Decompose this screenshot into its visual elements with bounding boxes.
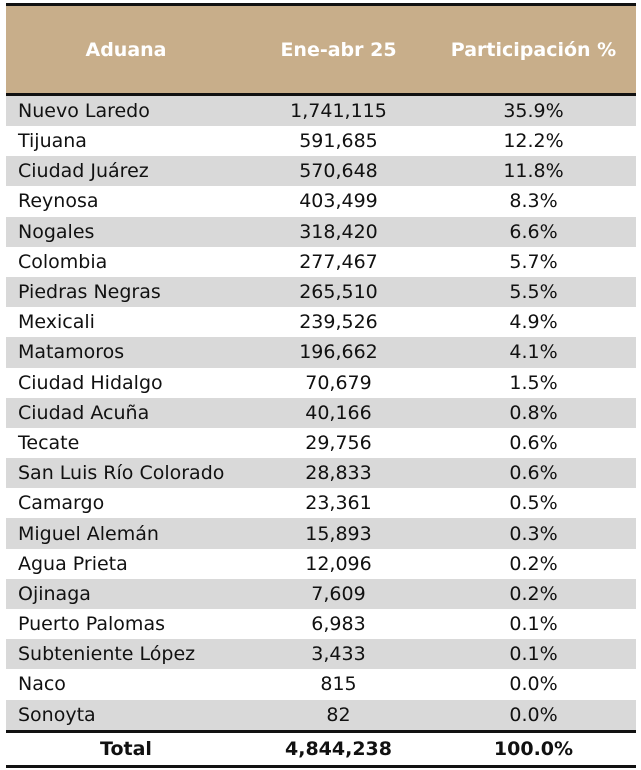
cell-value: 7,609 xyxy=(246,578,431,609)
cell-aduana: Reynosa xyxy=(6,186,246,217)
cell-value: 196,662 xyxy=(246,337,431,368)
cell-value: 15,893 xyxy=(246,518,431,549)
cell-share: 5.7% xyxy=(431,246,636,277)
header-ene-abr-25: Ene-abr 25 xyxy=(246,3,431,96)
table-row: Ciudad Juárez 570,648 11.8% xyxy=(6,156,636,187)
cell-share: 6.6% xyxy=(431,216,636,247)
total-label: Total xyxy=(6,729,246,768)
table-row: Piedras Negras 265,510 5.5% xyxy=(6,276,636,308)
cell-share: 4.1% xyxy=(431,337,636,368)
cell-value: 3,433 xyxy=(246,639,431,670)
cell-aduana: Colombia xyxy=(6,246,246,277)
table-row: Colombia 277,467 5.7% xyxy=(6,246,636,277)
cell-share: 12.2% xyxy=(431,126,636,157)
cell-aduana: Naco xyxy=(6,669,246,700)
cell-value: 28,833 xyxy=(246,458,431,489)
cell-aduana: Tijuana xyxy=(6,126,246,157)
cell-share: 0.0% xyxy=(431,699,636,732)
header-participacion: Participación % xyxy=(431,3,636,96)
table-row: Nogales 318,420 6.6% xyxy=(6,216,636,247)
total-value: 4,844,238 xyxy=(246,729,431,768)
cell-share: 0.5% xyxy=(431,488,636,519)
table-row: Tijuana 591,685 12.2% xyxy=(6,126,636,157)
cell-value: 6,983 xyxy=(246,609,431,640)
table-row: Matamoros 196,662 4.1% xyxy=(6,337,636,368)
cell-aduana: Miguel Alemán xyxy=(6,518,246,549)
cell-share: 0.6% xyxy=(431,427,636,459)
cell-share: 5.5% xyxy=(431,276,636,308)
cell-aduana: Ciudad Hidalgo xyxy=(6,367,246,398)
table-row: Subteniente López 3,433 0.1% xyxy=(6,639,636,670)
cell-share: 0.0% xyxy=(431,669,636,700)
cell-value: 23,361 xyxy=(246,488,431,519)
cell-share: 0.1% xyxy=(431,609,636,640)
cell-value: 277,467 xyxy=(246,246,431,277)
total-row: Total 4,844,238 100.0% xyxy=(6,729,636,768)
header-aduana: Aduana xyxy=(6,3,246,96)
cell-value: 570,648 xyxy=(246,156,431,187)
cell-value: 40,166 xyxy=(246,397,431,428)
table-row: Nuevo Laredo 1,741,115 35.9% xyxy=(6,94,636,126)
cell-aduana: Ojinaga xyxy=(6,578,246,609)
cell-share: 35.9% xyxy=(431,94,636,126)
cell-aduana: Mexicali xyxy=(6,307,246,338)
cell-aduana: Ciudad Acuña xyxy=(6,397,246,428)
cell-aduana: Sonoyta xyxy=(6,699,246,732)
cell-share: 0.6% xyxy=(431,458,636,489)
customs-table: Aduana Ene-abr 25 Participación % Nuevo … xyxy=(6,3,636,768)
cell-share: 4.9% xyxy=(431,307,636,338)
table-row: Ciudad Hidalgo 70,679 1.5% xyxy=(6,367,636,398)
cell-value: 239,526 xyxy=(246,307,431,338)
table-row: San Luis Río Colorado 28,833 0.6% xyxy=(6,458,636,489)
table-row: Mexicali 239,526 4.9% xyxy=(6,307,636,338)
total-share: 100.0% xyxy=(431,729,636,768)
table-row: Sonoyta 82 0.0% xyxy=(6,699,636,732)
cell-share: 0.2% xyxy=(431,578,636,609)
cell-value: 29,756 xyxy=(246,427,431,459)
table-row: Naco 815 0.0% xyxy=(6,669,636,700)
cell-share: 0.3% xyxy=(431,518,636,549)
cell-value: 70,679 xyxy=(246,367,431,398)
cell-value: 403,499 xyxy=(246,186,431,217)
cell-share: 0.8% xyxy=(431,397,636,428)
cell-share: 0.1% xyxy=(431,639,636,670)
cell-aduana: Tecate xyxy=(6,427,246,459)
cell-share: 8.3% xyxy=(431,186,636,217)
cell-aduana: Matamoros xyxy=(6,337,246,368)
cell-aduana: San Luis Río Colorado xyxy=(6,458,246,489)
table-row: Miguel Alemán 15,893 0.3% xyxy=(6,518,636,549)
cell-share: 0.2% xyxy=(431,548,636,579)
cell-value: 82 xyxy=(246,699,431,732)
cell-share: 11.8% xyxy=(431,156,636,187)
cell-value: 12,096 xyxy=(246,548,431,579)
cell-aduana: Subteniente López xyxy=(6,639,246,670)
table-row: Agua Prieta 12,096 0.2% xyxy=(6,548,636,579)
cell-value: 265,510 xyxy=(246,276,431,308)
cell-aduana: Nogales xyxy=(6,216,246,247)
table-row: Puerto Palomas 6,983 0.1% xyxy=(6,609,636,640)
table-row: Ojinaga 7,609 0.2% xyxy=(6,578,636,609)
header-row: Aduana Ene-abr 25 Participación % xyxy=(6,3,636,96)
cell-aduana: Ciudad Juárez xyxy=(6,156,246,187)
table-row: Ciudad Acuña 40,166 0.8% xyxy=(6,397,636,428)
table-body: Nuevo Laredo 1,741,115 35.9% Tijuana 591,685… xyxy=(6,94,636,732)
cell-share: 1.5% xyxy=(431,367,636,398)
cell-aduana: Camargo xyxy=(6,488,246,519)
cell-aduana: Nuevo Laredo xyxy=(6,94,246,126)
table-row: Camargo 23,361 0.5% xyxy=(6,488,636,519)
cell-aduana: Piedras Negras xyxy=(6,276,246,308)
cell-value: 815 xyxy=(246,669,431,700)
table-row: Tecate 29,756 0.6% xyxy=(6,427,636,459)
cell-aduana: Agua Prieta xyxy=(6,548,246,579)
cell-value: 318,420 xyxy=(246,216,431,247)
cell-aduana: Puerto Palomas xyxy=(6,609,246,640)
cell-value: 591,685 xyxy=(246,126,431,157)
table-row: Reynosa 403,499 8.3% xyxy=(6,186,636,217)
cell-value: 1,741,115 xyxy=(246,94,431,126)
